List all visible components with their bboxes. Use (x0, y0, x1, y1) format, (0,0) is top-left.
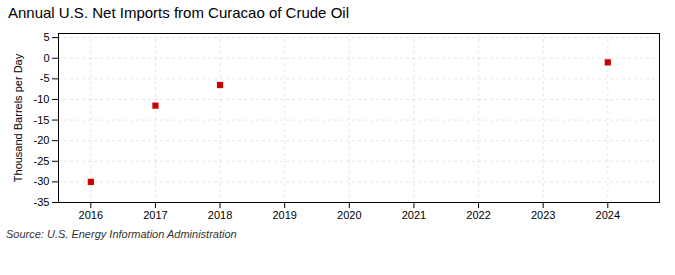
svg-text:5: 5 (43, 31, 49, 43)
svg-text:2021: 2021 (402, 209, 426, 221)
html-text:Source: U.S. Energy Informatio: Source: U.S. Energy Information Administ… (6, 228, 237, 240)
svg-text:-15: -15 (34, 114, 50, 126)
svg-text:2017: 2017 (143, 209, 167, 221)
svg-text:2022: 2022 (466, 209, 490, 221)
html-text:Annual U.S. Net Imports from C: Annual U.S. Net Imports from Curacao of … (8, 4, 349, 21)
svg-text:-5: -5 (40, 72, 50, 84)
svg-text:2023: 2023 (531, 209, 555, 221)
svg-text:Thousand Barrels per Day: Thousand Barrels per Day (12, 53, 24, 182)
svg-text:-10: -10 (34, 93, 50, 105)
svg-text:2019: 2019 (272, 209, 296, 221)
svg-text:2024: 2024 (596, 209, 620, 221)
svg-text:2020: 2020 (337, 209, 361, 221)
svg-text:-25: -25 (34, 155, 50, 167)
svg-text:2016: 2016 (79, 209, 103, 221)
svg-text:2018: 2018 (208, 209, 232, 221)
svg-text:-30: -30 (34, 175, 50, 187)
svg-text:0: 0 (43, 52, 49, 64)
svg-text:-20: -20 (34, 134, 50, 146)
svg-text:-35: -35 (34, 196, 50, 208)
